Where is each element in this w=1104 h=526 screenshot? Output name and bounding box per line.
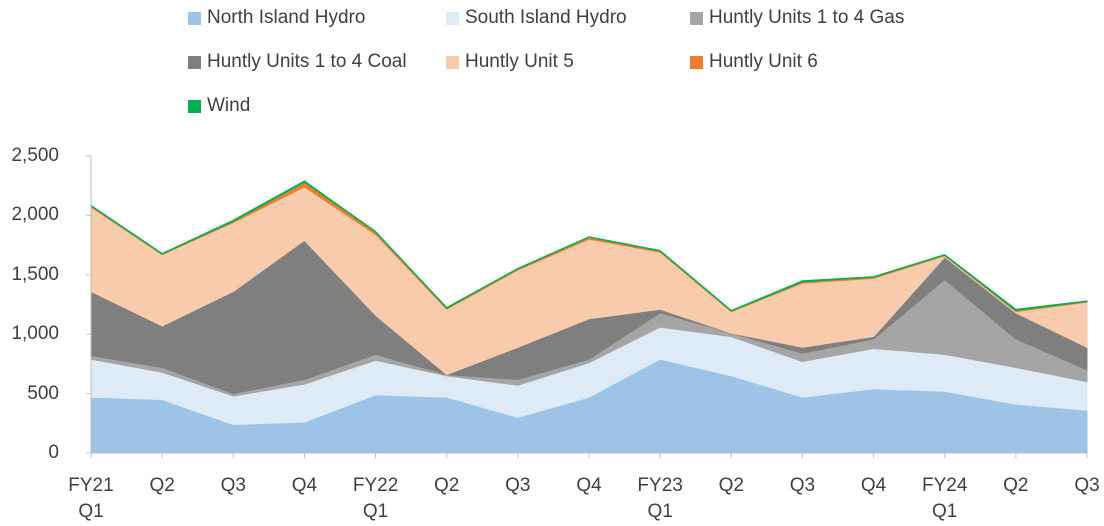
x-tick-label: Q4 <box>291 475 318 496</box>
x-tick-label: FY23 Q1 <box>637 475 683 522</box>
legend-item: Huntly Units 1 to 4 Gas <box>690 6 904 30</box>
legend-label: Huntly Units 1 to 4 Coal <box>207 51 407 72</box>
legend-label: Wind <box>207 95 251 116</box>
legend-swatch <box>446 55 459 69</box>
legend-label: Huntly Units 1 to 4 Gas <box>709 7 905 28</box>
area <box>90 180 1088 312</box>
y-tick-label: 2,000 <box>11 204 59 226</box>
x-tick-label: Q2 <box>434 475 460 496</box>
x-tick-label: Q3 <box>505 475 531 496</box>
legend-label: Huntly Unit 5 <box>465 51 574 72</box>
x-tick-label: Q2 <box>1003 475 1029 496</box>
legend-swatch <box>188 99 201 113</box>
legend-swatch <box>690 55 703 69</box>
legend-label: South Island Hydro <box>465 7 627 28</box>
y-tick-label: 1,000 <box>11 323 59 345</box>
legend-swatch <box>188 11 201 25</box>
x-tick-label: Q4 <box>576 475 602 496</box>
x-tick-label: Q2 <box>718 475 744 496</box>
x-tick-label: FY22 Q1 <box>352 475 399 522</box>
x-tick-label: FY21 Q1 <box>68 475 114 522</box>
y-tick-label: 500 <box>27 382 59 404</box>
legend-label: North Island Hydro <box>207 7 366 28</box>
x-tick-label: Q3 <box>1074 475 1100 496</box>
legend-item: South Island Hydro <box>446 6 627 30</box>
legend-item: North Island Hydro <box>188 6 365 30</box>
x-tick-label: Q3 <box>220 475 246 496</box>
legend-item: Huntly Unit 6 <box>690 50 818 74</box>
legend-item: Huntly Units 1 to 4 Coal <box>188 50 407 74</box>
x-tick-label: Q3 <box>789 475 816 496</box>
x-tick-label: FY24 Q1 <box>921 475 968 522</box>
legend-swatch <box>690 11 703 25</box>
y-tick-label: 2,500 <box>11 145 59 166</box>
legend-label: Huntly Unit 6 <box>709 51 818 72</box>
legend-item: Huntly Unit 5 <box>446 50 574 74</box>
y-tick-label: 1,500 <box>11 263 59 285</box>
legend-item: Wind <box>188 94 250 118</box>
legend-swatch <box>446 11 459 25</box>
x-tick-label: Q4 <box>860 475 887 496</box>
x-tick-label: Q2 <box>149 475 175 496</box>
y-tick-label: 0 <box>48 442 59 463</box>
legend-swatch <box>188 55 201 69</box>
